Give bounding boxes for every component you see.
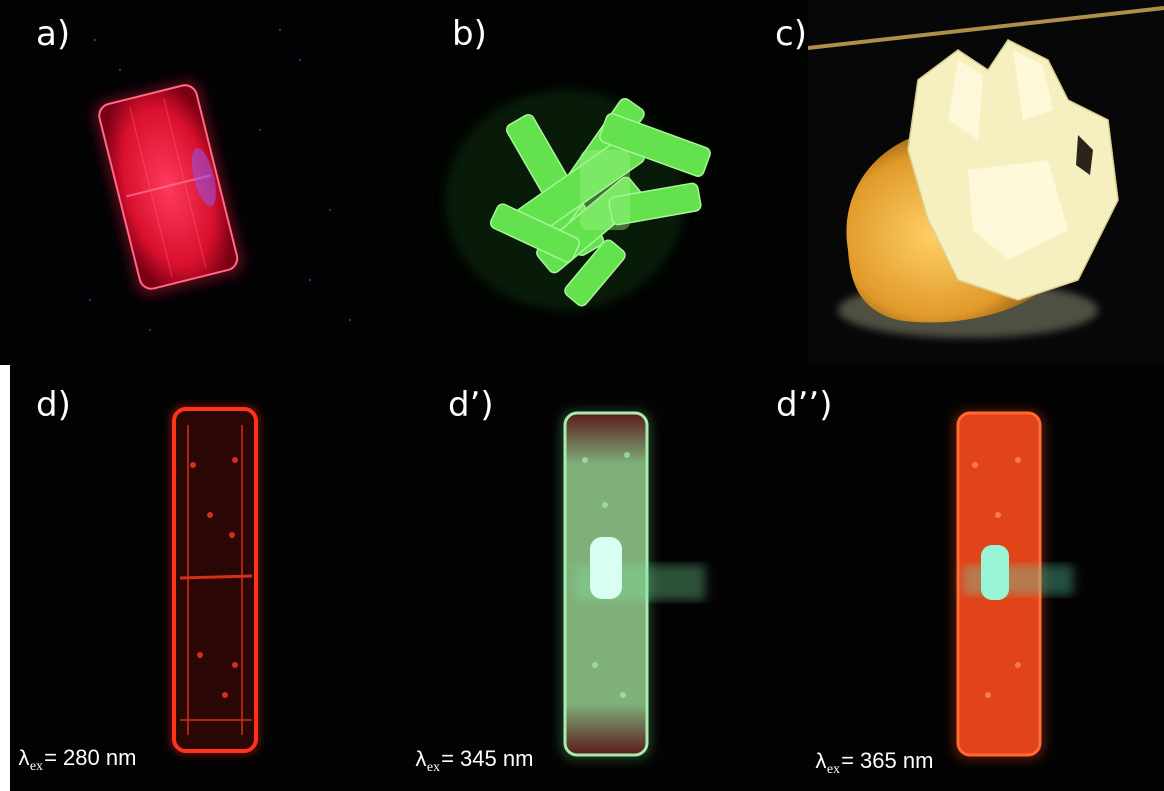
wavelength-value: 365 nm — [853, 748, 934, 773]
lambda-symbol: λ — [815, 749, 827, 773]
subscript-ex: ex — [29, 759, 44, 774]
panel-a-photo — [0, 0, 400, 365]
lambda-symbol: λ — [18, 746, 30, 770]
panel-d-label: d) — [36, 385, 71, 425]
red-bar-crystal-280nm — [10, 365, 405, 791]
wavelength-value: 345 nm — [453, 746, 534, 771]
equals-sign: = — [841, 748, 854, 773]
excitation-wavelength-280: λex= 280 nm — [18, 747, 136, 774]
panel-b-photo — [400, 0, 808, 365]
panel-d-double-prime-label: d’’) — [776, 385, 833, 425]
equals-sign: = — [44, 745, 57, 770]
panel-d-prime-label: d’) — [448, 385, 494, 425]
green-crystal-cluster-photo — [400, 0, 808, 365]
panel-d-double-prime-photo — [803, 365, 1164, 791]
panel-c-photo — [808, 0, 1164, 365]
panel-c-label: c) — [775, 14, 807, 54]
wavelength-value: 280 nm — [56, 745, 137, 770]
equals-sign: = — [441, 746, 454, 771]
panel-d-photo — [10, 365, 405, 791]
subscript-ex: ex — [426, 760, 441, 775]
excitation-wavelength-345: λex= 345 nm — [415, 748, 533, 775]
panel-a-label: a) — [36, 14, 71, 54]
panel-d-prime-photo — [405, 365, 803, 791]
panel-b-label: b) — [452, 14, 487, 54]
red-crystal-photo — [0, 0, 400, 365]
green-bar-crystal-345nm — [405, 365, 803, 791]
lambda-symbol: λ — [415, 747, 427, 771]
orange-bar-crystal-365nm — [803, 365, 1164, 791]
excitation-wavelength-365: λex= 365 nm — [815, 750, 933, 777]
yellow-crystal-cluster-photo — [808, 0, 1164, 365]
subscript-ex: ex — [826, 762, 841, 777]
